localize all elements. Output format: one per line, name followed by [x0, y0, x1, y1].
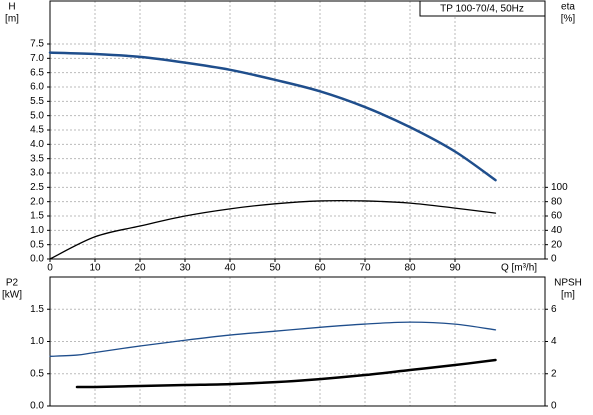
x-axis-title: Q [m³/h] [501, 263, 537, 274]
y-tick-label: 5.5 [30, 96, 44, 107]
x-tick-label: 0 [47, 263, 53, 274]
x-tick-label: 80 [404, 263, 416, 274]
y-tick-label: 1.0 [30, 336, 44, 347]
x-tick-label: 70 [359, 263, 371, 274]
y2-axis-title: NPSH [554, 278, 582, 289]
x-tick-label: 30 [179, 263, 191, 274]
y-tick-label: 2.5 [30, 182, 44, 193]
y-axis-unit: [kW] [2, 290, 22, 301]
y-tick-label: 2.0 [30, 196, 44, 207]
curve [49, 199, 497, 260]
y-tick-label: 0.0 [30, 401, 44, 412]
y-axis-unit: [m] [5, 14, 19, 25]
y2-tick-label: 40 [551, 225, 563, 236]
y2-tick-label: 80 [551, 196, 563, 207]
y-tick-label: 3.0 [30, 168, 44, 179]
y2-tick-label: 20 [551, 239, 563, 250]
y2-axis-title: eta [561, 2, 575, 13]
y-tick-label: 6.5 [30, 67, 44, 78]
curve [49, 321, 497, 357]
annotation-box [419, 0, 546, 17]
x-tick-label: 50 [269, 263, 281, 274]
y2-tick-label: 100 [551, 182, 568, 193]
y-tick-label: 0.5 [30, 368, 44, 379]
y-tick-label: 1.0 [30, 225, 44, 236]
y-axis-title: H [8, 2, 15, 13]
y-tick-label: 0.0 [30, 254, 44, 265]
y-tick-label: 1.5 [30, 304, 44, 315]
y2-axis-unit: [m] [561, 290, 575, 301]
y2-tick-label: 2 [551, 368, 557, 379]
y2-tick-label: 4 [551, 336, 557, 347]
y-tick-label: 4.0 [30, 139, 44, 150]
y-tick-label: 6.0 [30, 82, 44, 93]
y-tick-label: 5.0 [30, 110, 44, 121]
plot-frame [49, 276, 546, 407]
y-tick-label: 7.5 [30, 39, 44, 50]
y2-axis-unit: [%] [561, 14, 576, 25]
y2-tick-label: 0 [551, 254, 557, 265]
y-tick-label: 7.0 [30, 53, 44, 64]
y2-tick-label: 6 [551, 304, 557, 315]
x-tick-label: 10 [89, 263, 101, 274]
annotation: TP 100-70/4, 50Hz [440, 4, 524, 15]
curve [75, 358, 497, 389]
x-tick-label: 40 [224, 263, 236, 274]
y2-tick-label: 0 [551, 401, 557, 412]
y-tick-label: 0.5 [30, 239, 44, 250]
plot-frame [49, 0, 546, 260]
curve [48, 51, 497, 182]
x-tick-label: 20 [134, 263, 146, 274]
y2-tick-label: 60 [551, 211, 563, 222]
y-tick-label: 3.5 [30, 153, 44, 164]
x-tick-label: 90 [449, 263, 461, 274]
x-tick-label: 60 [314, 263, 326, 274]
y-tick-label: 4.5 [30, 125, 44, 136]
y-tick-label: 1.5 [30, 211, 44, 222]
y-axis-title: P2 [6, 278, 19, 289]
